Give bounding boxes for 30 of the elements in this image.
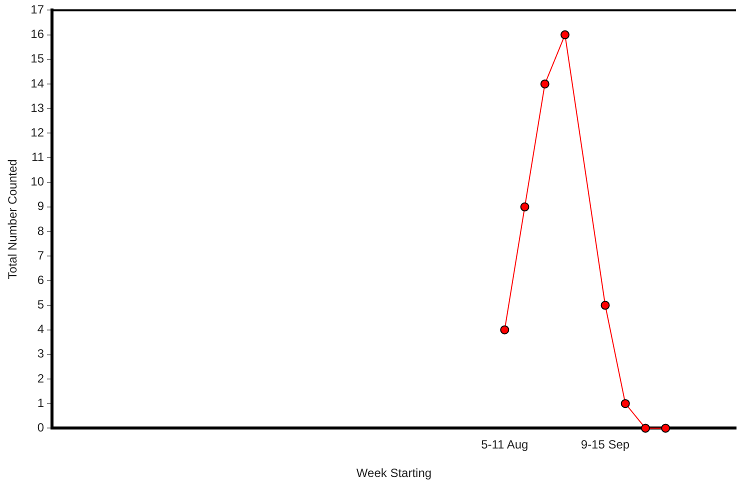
point	[661, 424, 670, 433]
y-tick-label: 3	[37, 346, 44, 361]
y-tick-label: 9	[37, 199, 44, 214]
y-tick-label: 0	[37, 420, 44, 435]
point	[600, 300, 610, 310]
y-tick-label: 14	[30, 76, 44, 90]
y-tick-label: 11	[32, 150, 44, 164]
y-tick-label: 17	[30, 2, 44, 17]
y-tick-label: 1	[37, 396, 44, 410]
y-tick-label: 4	[37, 322, 44, 336]
x-axis-title: Week Starting	[356, 466, 432, 480]
y-tick-label: 12	[30, 125, 44, 140]
y-tick-label: 5	[37, 298, 44, 312]
point	[540, 79, 550, 88]
x-tick-label: 5-11 Aug	[481, 438, 528, 452]
point	[560, 30, 570, 40]
y-tick-label: 2	[37, 371, 44, 386]
x-tick-label: 9-15 Sep	[580, 438, 630, 452]
point	[640, 424, 650, 433]
y-tick-label: 16	[30, 27, 44, 42]
point	[520, 202, 530, 212]
y-tick-label: 10	[30, 174, 44, 189]
point	[620, 399, 630, 408]
y-tick-label: 8	[37, 224, 44, 238]
point	[500, 325, 510, 334]
y-axis-title: Total Number Counted	[6, 159, 20, 280]
y-tick-label: 6	[37, 272, 44, 287]
y-tick-label: 7	[37, 248, 44, 262]
y-tick-label: 15	[30, 52, 44, 66]
y-tick-label: 13	[30, 100, 44, 115]
